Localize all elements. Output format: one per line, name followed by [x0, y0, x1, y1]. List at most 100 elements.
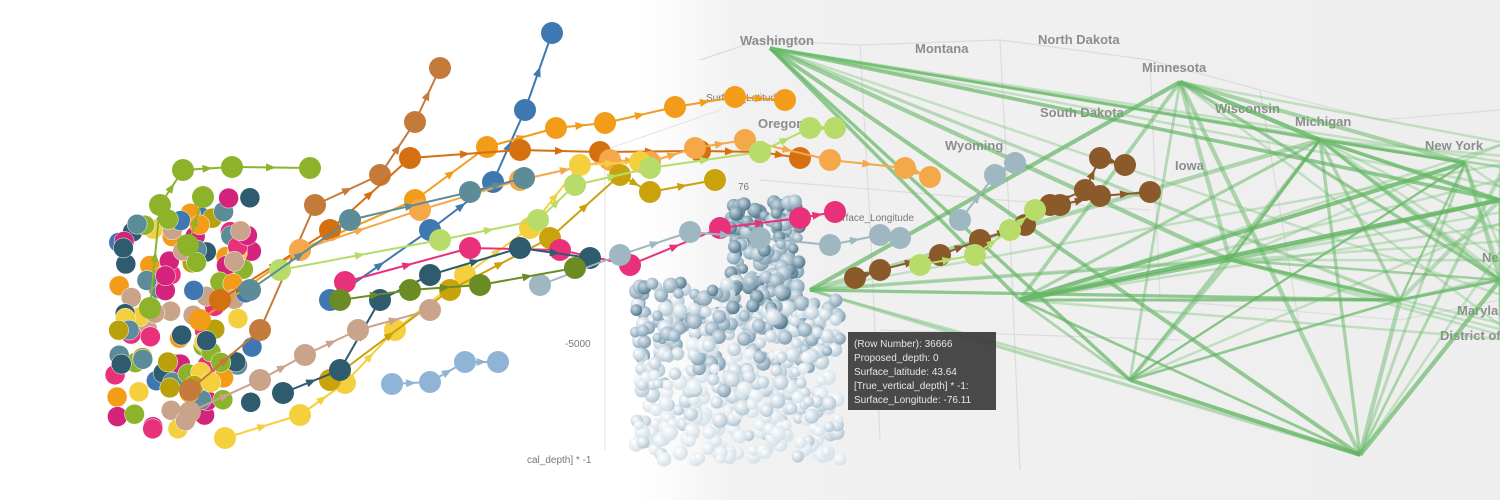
arrow-head — [953, 245, 965, 254]
arrow-head — [550, 199, 561, 209]
point — [299, 157, 321, 179]
sphere — [787, 194, 802, 209]
arrow-head — [165, 183, 175, 194]
trajectories — [104, 22, 1161, 449]
arrow-head — [388, 317, 399, 326]
sphere — [688, 326, 702, 339]
point — [183, 280, 205, 301]
point — [334, 271, 356, 293]
sphere — [727, 342, 741, 357]
sphere — [789, 315, 801, 327]
network-edge — [1319, 138, 1500, 204]
axis-label: Surface_Longitude — [830, 213, 914, 224]
sphere — [707, 373, 720, 386]
network-edge — [1319, 138, 1500, 202]
sphere — [715, 453, 726, 464]
network-edge — [1229, 258, 1401, 302]
sphere — [701, 441, 715, 455]
point — [381, 373, 403, 395]
point — [439, 279, 461, 301]
network-edge — [1229, 258, 1500, 282]
sphere — [751, 318, 766, 333]
arrow-head — [1016, 216, 1027, 227]
sphere — [728, 240, 742, 254]
sphere — [753, 350, 766, 364]
arrow-head — [724, 147, 735, 156]
map-label: North Dakota — [1038, 32, 1120, 47]
point — [107, 406, 128, 427]
sphere — [812, 327, 823, 338]
arrow-head — [789, 237, 800, 245]
state-borders — [699, 39, 1500, 471]
network — [768, 46, 1500, 457]
sphere — [747, 202, 763, 218]
point — [774, 89, 796, 111]
point — [949, 209, 971, 231]
network-edge — [1019, 178, 1500, 302]
arrow-head — [455, 202, 466, 213]
point — [824, 201, 846, 223]
sphere — [636, 324, 650, 337]
sphere — [686, 379, 702, 395]
sphere — [792, 255, 806, 269]
point — [734, 129, 756, 151]
arrow-head — [649, 241, 660, 249]
arrow-head — [699, 98, 710, 107]
arrow-head — [778, 137, 790, 146]
arrow-head — [383, 332, 395, 342]
arrow-head — [441, 369, 452, 378]
arrow-head — [476, 358, 487, 366]
sphere — [738, 309, 751, 322]
point — [189, 309, 211, 331]
point — [404, 111, 426, 133]
arrow-head — [265, 163, 276, 172]
point — [227, 308, 249, 329]
sphere — [773, 375, 789, 391]
arrow-head — [421, 90, 430, 102]
point — [869, 259, 891, 281]
sphere — [646, 277, 659, 290]
sphere — [685, 337, 701, 353]
sphere — [742, 370, 756, 384]
network-edge — [1019, 298, 1361, 457]
arrow-head — [218, 393, 230, 402]
sphere — [795, 377, 807, 389]
arrow-head — [405, 379, 416, 388]
point — [487, 351, 509, 373]
network-edge — [809, 288, 1401, 302]
network-edge — [809, 288, 1361, 457]
network-edge — [1358, 176, 1500, 456]
sphere — [829, 314, 842, 326]
point — [1089, 185, 1111, 207]
point — [419, 299, 441, 321]
point — [889, 227, 911, 249]
arrow-head — [325, 340, 337, 349]
sphere — [637, 335, 652, 349]
network-edge — [1358, 250, 1500, 456]
point — [272, 382, 294, 404]
network-edge — [1319, 138, 1500, 168]
arrow-head — [363, 190, 374, 201]
network-edge — [1229, 258, 1500, 325]
sphere — [818, 308, 832, 321]
arrow-head — [1119, 190, 1130, 199]
arrow-head — [276, 365, 287, 374]
sphere — [833, 413, 844, 425]
arrow-head — [578, 203, 589, 213]
point — [844, 267, 866, 289]
arrow-head — [391, 144, 401, 155]
sphere — [772, 221, 783, 232]
sphere — [793, 295, 809, 311]
sphere — [706, 284, 719, 297]
point — [179, 379, 201, 401]
arrow-head — [341, 187, 353, 196]
network-edge — [1319, 138, 1500, 233]
sphere — [673, 288, 684, 299]
point — [639, 157, 661, 179]
point — [1139, 181, 1161, 203]
arrow-head — [554, 146, 565, 155]
point — [399, 279, 421, 301]
network-edge — [1229, 211, 1500, 262]
network-edge — [769, 46, 1231, 262]
sphere — [712, 309, 727, 324]
